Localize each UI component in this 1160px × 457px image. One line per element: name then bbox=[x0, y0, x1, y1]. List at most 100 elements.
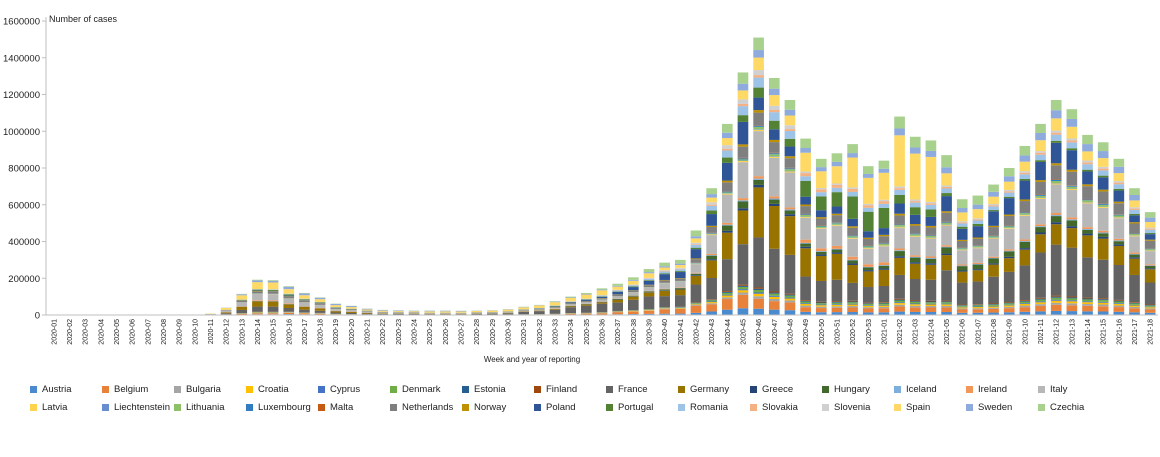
legend-item: Malta bbox=[318, 401, 390, 413]
bar-segment bbox=[1144, 308, 1156, 310]
bar-segment bbox=[1019, 265, 1031, 301]
bar-segment bbox=[690, 312, 702, 315]
bar-segment bbox=[972, 237, 984, 239]
bar-segment bbox=[612, 294, 623, 297]
bar-segment bbox=[847, 304, 858, 307]
bar-segment bbox=[534, 305, 545, 309]
x-tick-label: 2020-44 bbox=[725, 319, 732, 345]
bar-segment bbox=[894, 251, 905, 257]
bar-segment bbox=[847, 226, 858, 228]
bar-segment bbox=[1082, 229, 1093, 234]
bar-segment bbox=[596, 302, 608, 304]
bar-segment bbox=[972, 247, 984, 249]
bar-segment bbox=[565, 307, 577, 314]
x-tick-label: 2020-01 bbox=[51, 319, 58, 345]
bar-segment bbox=[1082, 186, 1093, 199]
bar-segment bbox=[721, 232, 733, 260]
bar-segment bbox=[878, 245, 890, 247]
bar-segment bbox=[690, 304, 702, 305]
bar-segment bbox=[706, 204, 717, 206]
bar-segment bbox=[1113, 305, 1125, 308]
bar-segment bbox=[1003, 250, 1015, 252]
bar-segment bbox=[706, 304, 717, 312]
bar-segment bbox=[925, 258, 937, 259]
bar-segment bbox=[674, 269, 686, 272]
bar-segment bbox=[862, 303, 874, 304]
bar-segment bbox=[1097, 207, 1109, 208]
bar-segment bbox=[784, 300, 796, 303]
bar-segment bbox=[862, 211, 874, 232]
bar-segment bbox=[1050, 132, 1062, 135]
bar-segment bbox=[706, 197, 717, 203]
bar-segment bbox=[988, 184, 999, 192]
bar-segment bbox=[862, 308, 874, 313]
bar-segment bbox=[815, 158, 827, 168]
legend-item: Netherlands bbox=[390, 401, 462, 413]
bar-segment bbox=[690, 272, 702, 274]
bar-segment bbox=[784, 156, 796, 159]
x-tick-label: 2020-35 bbox=[584, 319, 591, 345]
bar-segment bbox=[361, 308, 373, 310]
bar-segment bbox=[862, 312, 874, 315]
bar-segment bbox=[925, 227, 937, 235]
legend-swatch bbox=[174, 385, 181, 393]
bar-segment bbox=[1035, 152, 1046, 155]
bar-segment bbox=[314, 310, 326, 313]
bar-segment bbox=[862, 264, 874, 267]
bar-segment bbox=[690, 230, 702, 237]
bar-segment bbox=[800, 173, 811, 177]
bar-segment bbox=[878, 243, 890, 246]
bar-segment bbox=[659, 271, 670, 274]
bar-segment bbox=[972, 309, 984, 313]
bar-segment bbox=[753, 87, 764, 98]
bar-segment bbox=[956, 239, 968, 241]
x-tick-label: 2020-40 bbox=[662, 319, 669, 345]
bar-segment bbox=[941, 305, 952, 308]
bar-segment bbox=[1019, 305, 1031, 308]
bar-segment bbox=[753, 126, 764, 130]
legend-item: Czechia bbox=[1038, 401, 1110, 413]
bar-segment bbox=[878, 306, 890, 309]
bar-segment bbox=[753, 187, 764, 238]
bar-segment bbox=[768, 203, 780, 206]
bar-segment bbox=[267, 313, 279, 315]
x-tick-label: 2020-02 bbox=[67, 319, 74, 345]
legend-label: Ireland bbox=[978, 383, 1008, 395]
bar-segment bbox=[690, 259, 702, 263]
y-tick-label: 600000 bbox=[8, 200, 40, 211]
bar-segment bbox=[314, 297, 326, 300]
legend-item: Hungary bbox=[822, 383, 894, 395]
bar-segment bbox=[847, 259, 858, 261]
bar-segment bbox=[1097, 230, 1109, 233]
bar-segment bbox=[862, 173, 874, 178]
bar-segment bbox=[659, 273, 670, 275]
bar-segment bbox=[346, 306, 357, 308]
bar-segment bbox=[909, 214, 921, 225]
bar-segment bbox=[1066, 297, 1078, 299]
bar-segment bbox=[1129, 302, 1140, 304]
bar-segment bbox=[1144, 268, 1156, 270]
bar-segment bbox=[1003, 305, 1015, 307]
bar-segment bbox=[1019, 241, 1031, 242]
bar-segment bbox=[314, 308, 326, 311]
bar-segment bbox=[627, 285, 639, 287]
bar-segment bbox=[815, 210, 827, 218]
bar-segment bbox=[1003, 215, 1015, 226]
bar-segment bbox=[706, 255, 717, 256]
bar-segment bbox=[612, 285, 623, 287]
bar-segment bbox=[1003, 225, 1015, 227]
bar-segment bbox=[800, 206, 811, 214]
bar-segment bbox=[1097, 233, 1109, 237]
bar-segment bbox=[330, 303, 342, 306]
bar-segment bbox=[1082, 298, 1093, 300]
legend-label: Malta bbox=[330, 401, 354, 413]
bar-segment bbox=[1050, 304, 1062, 311]
bar-segment bbox=[909, 201, 921, 203]
bar-segment bbox=[267, 301, 279, 307]
bar-segment bbox=[1066, 138, 1078, 141]
bar-segment bbox=[1019, 300, 1031, 302]
y-tick-label: 1000000 bbox=[3, 127, 40, 138]
bar-segment bbox=[643, 292, 655, 297]
bar-segment bbox=[330, 312, 342, 314]
bar-segment bbox=[737, 115, 749, 122]
